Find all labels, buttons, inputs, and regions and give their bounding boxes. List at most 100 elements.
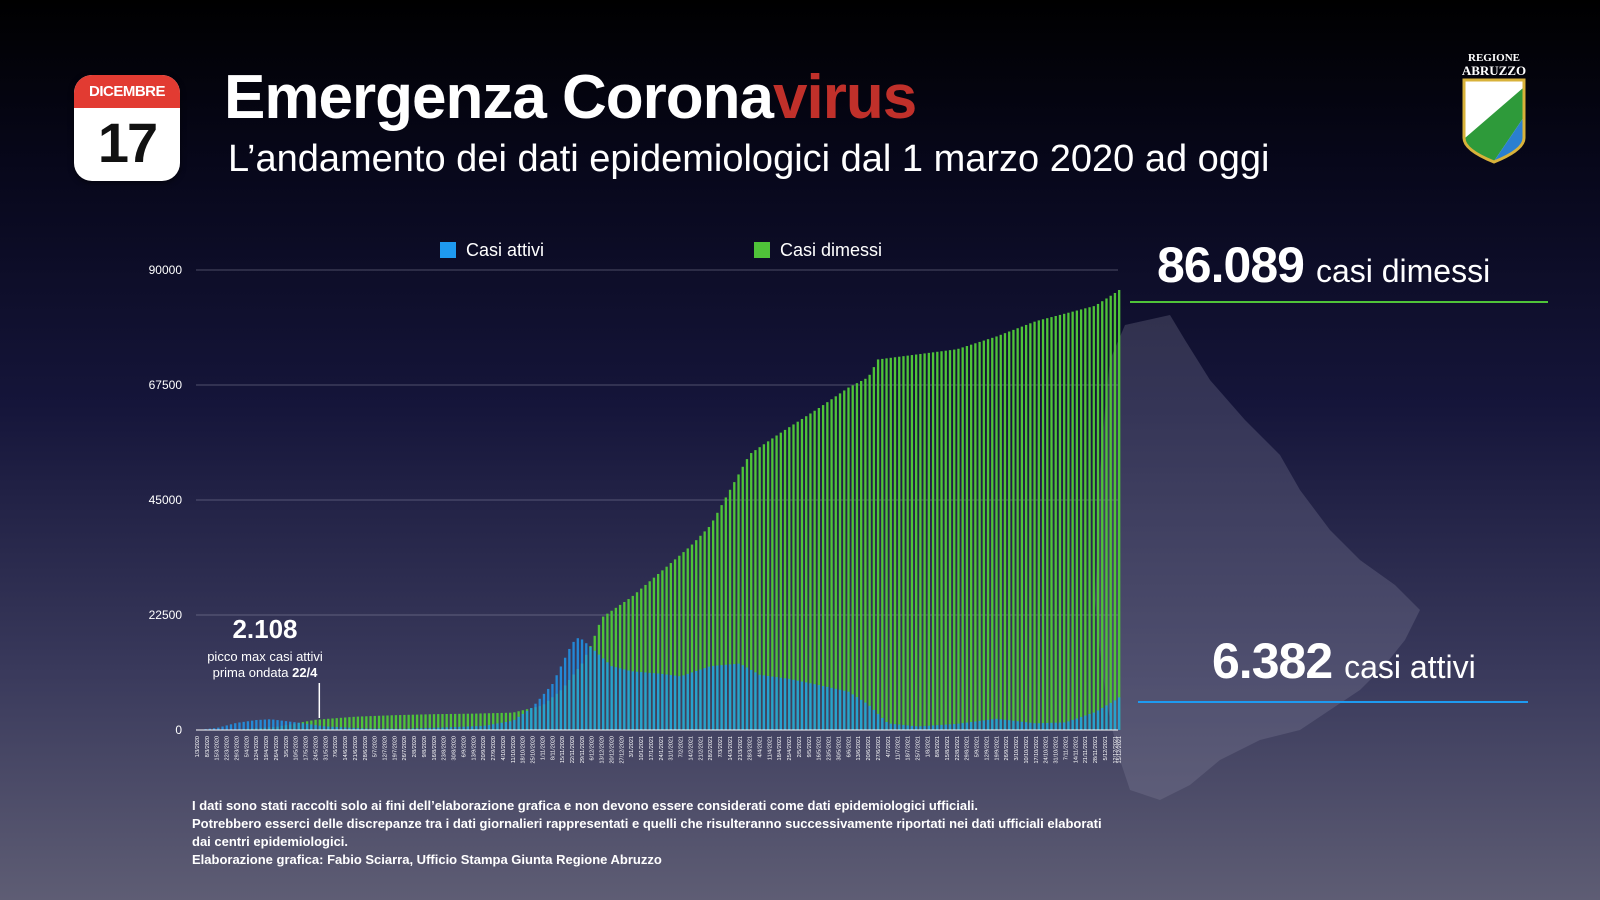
bar-active xyxy=(614,667,618,730)
bar-discharged xyxy=(957,348,960,730)
calendar-month: DICEMBRE xyxy=(74,75,180,108)
bar-discharged xyxy=(1067,312,1070,730)
bar-discharged xyxy=(1024,324,1028,730)
bar-discharged xyxy=(1088,307,1091,730)
bar-discharged xyxy=(1079,309,1083,730)
bar-discharged xyxy=(779,432,782,730)
bar-discharged xyxy=(657,573,660,730)
y-tick-label: 0 xyxy=(175,723,182,737)
bar-active xyxy=(936,725,939,730)
bar-active xyxy=(999,719,1002,730)
bar-active xyxy=(492,724,495,730)
bar-active xyxy=(318,725,321,730)
bar-active xyxy=(914,726,918,730)
bar-active xyxy=(377,728,381,730)
x-tick-label: 9/8/2020 xyxy=(422,736,428,757)
x-tick-label: 29/11/2020 xyxy=(580,736,586,763)
bar-active xyxy=(462,726,465,730)
bar-active xyxy=(1088,714,1091,730)
bar-discharged xyxy=(1003,333,1007,730)
bar-active xyxy=(631,671,634,730)
bar-discharged xyxy=(411,714,415,730)
x-tick-label: 4/7/2021 xyxy=(886,736,892,757)
bar-discharged xyxy=(838,393,842,730)
bar-active xyxy=(640,672,643,730)
bar-active xyxy=(331,726,334,730)
bar-active xyxy=(356,728,360,730)
bar-active xyxy=(432,727,436,730)
bar-active xyxy=(508,721,512,730)
bar-discharged xyxy=(860,380,863,730)
x-tick-label: 20/6/2021 xyxy=(866,736,872,760)
bar-active xyxy=(923,725,926,730)
bar-active xyxy=(449,727,453,730)
bar-active xyxy=(259,719,262,730)
bar-discharged xyxy=(809,413,812,730)
bar-active xyxy=(695,670,698,730)
bar-discharged xyxy=(487,713,491,730)
x-tick-label: 19/4/2020 xyxy=(264,736,270,760)
x-tick-label: 3/1/2021 xyxy=(629,736,635,757)
bar-active xyxy=(792,679,795,730)
logo-text-line1: REGIONE xyxy=(1468,52,1520,64)
bar-discharged xyxy=(885,358,888,730)
bar-discharged xyxy=(754,450,757,730)
x-tick-label: 6/6/2021 xyxy=(846,736,852,757)
x-tick-label: 24/10/2021 xyxy=(1044,736,1050,764)
bar-discharged xyxy=(466,713,470,730)
bar-active xyxy=(813,684,816,730)
x-tick-label: 17/1/2021 xyxy=(649,736,655,760)
bar-discharged xyxy=(995,336,998,730)
bar-discharged xyxy=(445,713,448,730)
bar-active xyxy=(1071,719,1074,730)
bar-discharged xyxy=(335,718,338,730)
bar-active xyxy=(1075,718,1079,730)
bar-discharged xyxy=(902,356,905,730)
bar-active xyxy=(225,725,228,730)
y-tick-label: 22500 xyxy=(149,608,183,622)
x-tick-label: 5/7/2020 xyxy=(373,736,379,757)
stat-active-underline xyxy=(1138,701,1528,703)
x-tick-label: 24/5/2020 xyxy=(313,736,319,760)
x-tick-label: 1/11/2020 xyxy=(540,736,546,760)
page-title: Emergenza Coronavirus xyxy=(224,62,917,133)
bar-active xyxy=(272,719,275,730)
bar-active xyxy=(720,665,723,730)
x-tick-label: 26/7/2020 xyxy=(402,736,408,760)
bar-discharged xyxy=(978,341,981,730)
bar-discharged xyxy=(428,714,431,730)
bar-discharged xyxy=(1012,329,1015,730)
bar-discharged xyxy=(356,716,360,730)
x-tick-label: 5/9/2021 xyxy=(975,736,981,757)
bar-discharged xyxy=(652,577,656,730)
bar-active xyxy=(737,663,740,730)
x-tick-label: 8/3/2020 xyxy=(205,736,211,757)
x-tick-label: 11/7/2021 xyxy=(896,736,902,760)
bar-active xyxy=(276,720,279,730)
bar-discharged xyxy=(1016,328,1019,730)
bar-active xyxy=(978,720,981,730)
bar-discharged xyxy=(1033,321,1036,730)
bar-discharged xyxy=(1063,313,1066,730)
bar-discharged xyxy=(1105,298,1108,730)
x-tick-label: 2/5/2021 xyxy=(797,736,803,757)
bar-active xyxy=(407,728,410,730)
bar-discharged xyxy=(437,714,440,730)
bar-discharged xyxy=(627,599,630,730)
bar-active xyxy=(305,723,309,730)
bar-active xyxy=(496,723,499,730)
coat-of-arms-icon xyxy=(1462,78,1526,164)
bar-discharged xyxy=(314,719,317,730)
bar-discharged xyxy=(699,535,702,730)
bar-discharged xyxy=(640,588,643,730)
bar-active xyxy=(648,672,651,730)
bar-discharged xyxy=(974,343,977,730)
x-tick-label: 14/3/2021 xyxy=(728,736,734,760)
bar-discharged xyxy=(1101,301,1104,730)
bar-active xyxy=(301,723,305,730)
bar-active xyxy=(995,718,998,730)
bar-discharged xyxy=(783,429,787,730)
bar-active xyxy=(1105,705,1108,730)
bar-active xyxy=(420,728,423,730)
bar-active xyxy=(682,675,685,730)
